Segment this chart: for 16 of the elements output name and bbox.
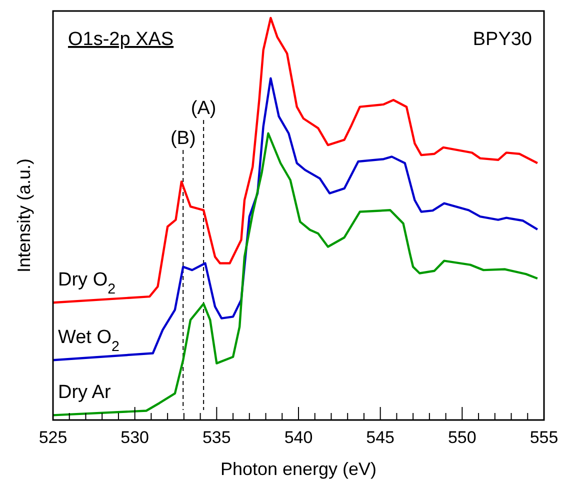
x-tick-label: 530 (120, 428, 150, 447)
x-tick-label: 525 (38, 428, 68, 447)
series-label: Dry Ar (58, 382, 112, 404)
x-axis-title: Photon energy (eV) (220, 459, 377, 479)
y-axis-title: Intensity (a.u.) (14, 158, 34, 273)
x-tick-label: 545 (366, 428, 395, 447)
series-label: Dry O$_{2}$ (58, 270, 116, 298)
x-tick-label: 535 (202, 428, 231, 447)
x-tick-label: 540 (284, 428, 313, 447)
ref-line-label: (A) (190, 98, 216, 119)
x-tick-label: 550 (448, 428, 476, 447)
x-tick-label: 555 (530, 428, 558, 447)
series-label: Wet O$_{2}$ (58, 327, 120, 356)
ref-line-label: (B) (170, 128, 196, 149)
text: O1s-2p XAS (68, 29, 174, 50)
annotation: BPY30 (472, 29, 532, 50)
